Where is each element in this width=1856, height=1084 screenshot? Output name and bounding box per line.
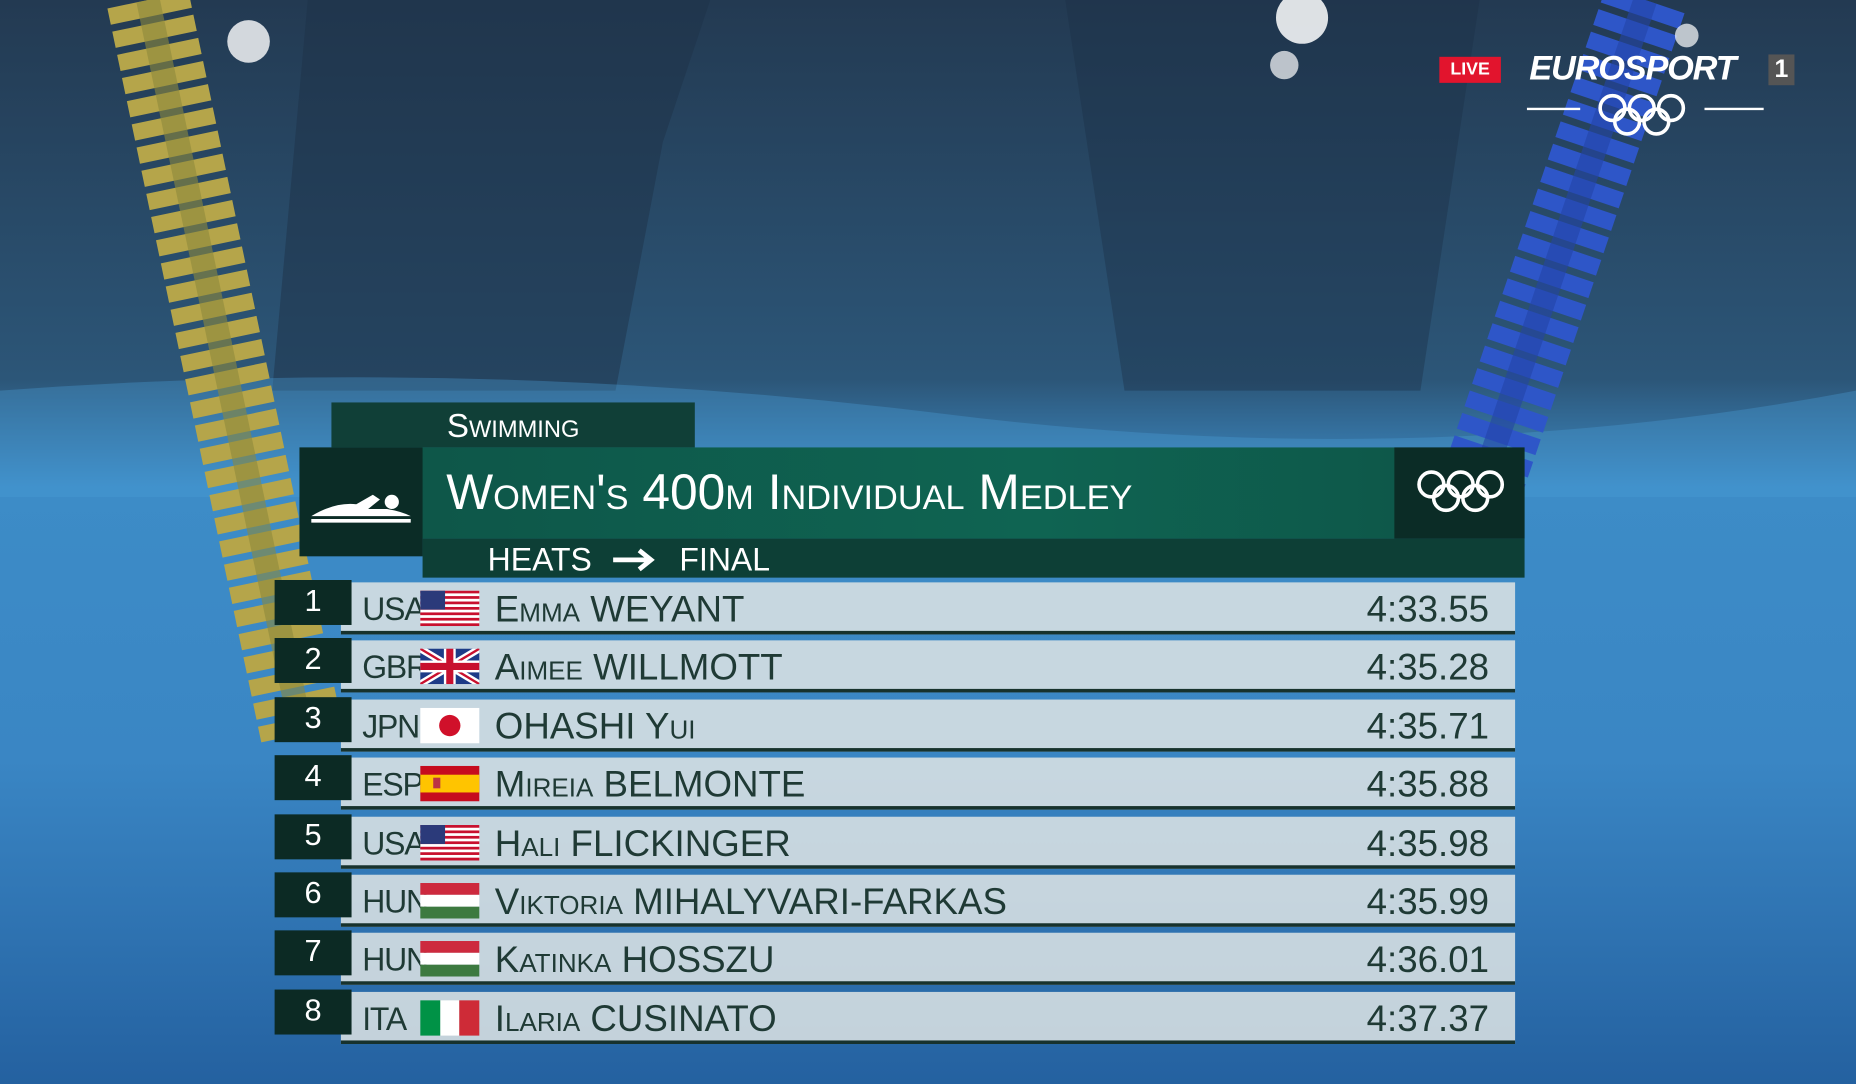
- time: 4:35.71: [1366, 705, 1490, 747]
- flag: [420, 590, 480, 627]
- stage-bar: [422, 538, 1525, 578]
- flag: [420, 1000, 480, 1036]
- flag: [420, 941, 480, 977]
- country-code: JPN: [362, 709, 420, 745]
- country-code: HUN: [362, 942, 429, 978]
- flag: [420, 765, 480, 802]
- stage-arrow: [613, 548, 655, 572]
- result-row: USA Hali FLICKINGER 4:35.98 5: [274, 814, 1518, 871]
- stage-to: FINAL: [679, 542, 771, 578]
- result-row: HUN Katinka HOSSZU 4:36.01 7: [274, 930, 1518, 987]
- time: 4:35.99: [1366, 880, 1490, 923]
- rank: 6: [274, 872, 352, 918]
- rank: 4: [274, 755, 352, 801]
- time: 4:37.37: [1366, 997, 1490, 1040]
- result-row: USA Emma WEYANT 4:33.55 1: [274, 579, 1518, 637]
- country-code: USA: [362, 826, 425, 862]
- time: 4:35.88: [1366, 763, 1490, 805]
- stage-from: HEATS: [487, 542, 592, 578]
- row-bar: JPN OHASHI Yui 4:35.71: [340, 699, 1516, 752]
- athlete-name: Viktoria MIHALYVARI-FARKAS: [494, 880, 1007, 923]
- time: 4:33.55: [1366, 588, 1490, 630]
- athlete-name: Hali FLICKINGER: [494, 822, 791, 865]
- rank: 2: [274, 637, 352, 683]
- row-bar: USA Hali FLICKINGER 4:35.98: [340, 816, 1516, 869]
- swimmer-icon: [299, 447, 423, 557]
- channel-number: 1: [1768, 54, 1795, 86]
- athlete-name: Aimee WILLMOTT: [494, 646, 783, 688]
- olympic-rings: [1394, 447, 1525, 539]
- time: 4:35.28: [1366, 646, 1490, 688]
- result-row: HUN Viktoria MIHALYVARI-FARKAS 4:35.99 6: [274, 872, 1518, 929]
- rank: 1: [274, 579, 352, 625]
- rank: 5: [274, 814, 352, 860]
- country-code: ESP: [362, 767, 424, 803]
- event-title: Women's 400m Individual Medley: [446, 463, 1133, 520]
- result-row: ITA Ilaria CUSINATO 4:37.37 8: [274, 989, 1518, 1047]
- time: 4:35.98: [1366, 822, 1490, 865]
- title-bar: [299, 447, 1525, 539]
- athlete-name: Emma WEYANT: [494, 588, 745, 630]
- athlete-name: Ilaria CUSINATO: [494, 997, 777, 1040]
- row-bar: HUN Viktoria MIHALYVARI-FARKAS 4:35.99: [340, 874, 1516, 927]
- row-bar: USA Emma WEYANT 4:33.55: [340, 582, 1516, 635]
- athlete-name: OHASHI Yui: [494, 705, 696, 747]
- athlete-name: Katinka HOSSZU: [494, 938, 775, 981]
- country-code: USA: [362, 591, 425, 628]
- flag: [420, 825, 480, 861]
- channel-logo: EUROSPORT: [1529, 49, 1736, 88]
- flag: [420, 707, 480, 744]
- result-row: GBR Aimee WILLMOTT 4:35.28 2: [274, 637, 1518, 695]
- row-bar: ESP Mireia BELMONTE 4:35.88: [340, 757, 1516, 810]
- result-row: ESP Mireia BELMONTE 4:35.88 4: [274, 755, 1518, 812]
- country-code: ITA: [362, 1001, 407, 1037]
- flag: [420, 649, 479, 685]
- result-row: JPN OHASHI Yui 4:35.71 3: [274, 697, 1518, 754]
- row-bar: ITA Ilaria CUSINATO 4:37.37: [340, 991, 1516, 1044]
- sport-tab: Swimming: [331, 402, 695, 448]
- rank: 7: [274, 930, 352, 976]
- flag: [420, 883, 480, 919]
- country-code: GBR: [362, 649, 429, 686]
- time: 4:36.01: [1366, 938, 1490, 981]
- rank: 8: [274, 989, 352, 1035]
- athlete-name: Mireia BELMONTE: [494, 763, 806, 805]
- live-badge: LIVE: [1439, 56, 1501, 83]
- country-code: HUN: [362, 884, 429, 920]
- row-bar: HUN Katinka HOSSZU 4:36.01: [340, 932, 1516, 985]
- rank: 3: [274, 697, 352, 743]
- row-bar: GBR Aimee WILLMOTT 4:35.28: [340, 640, 1516, 693]
